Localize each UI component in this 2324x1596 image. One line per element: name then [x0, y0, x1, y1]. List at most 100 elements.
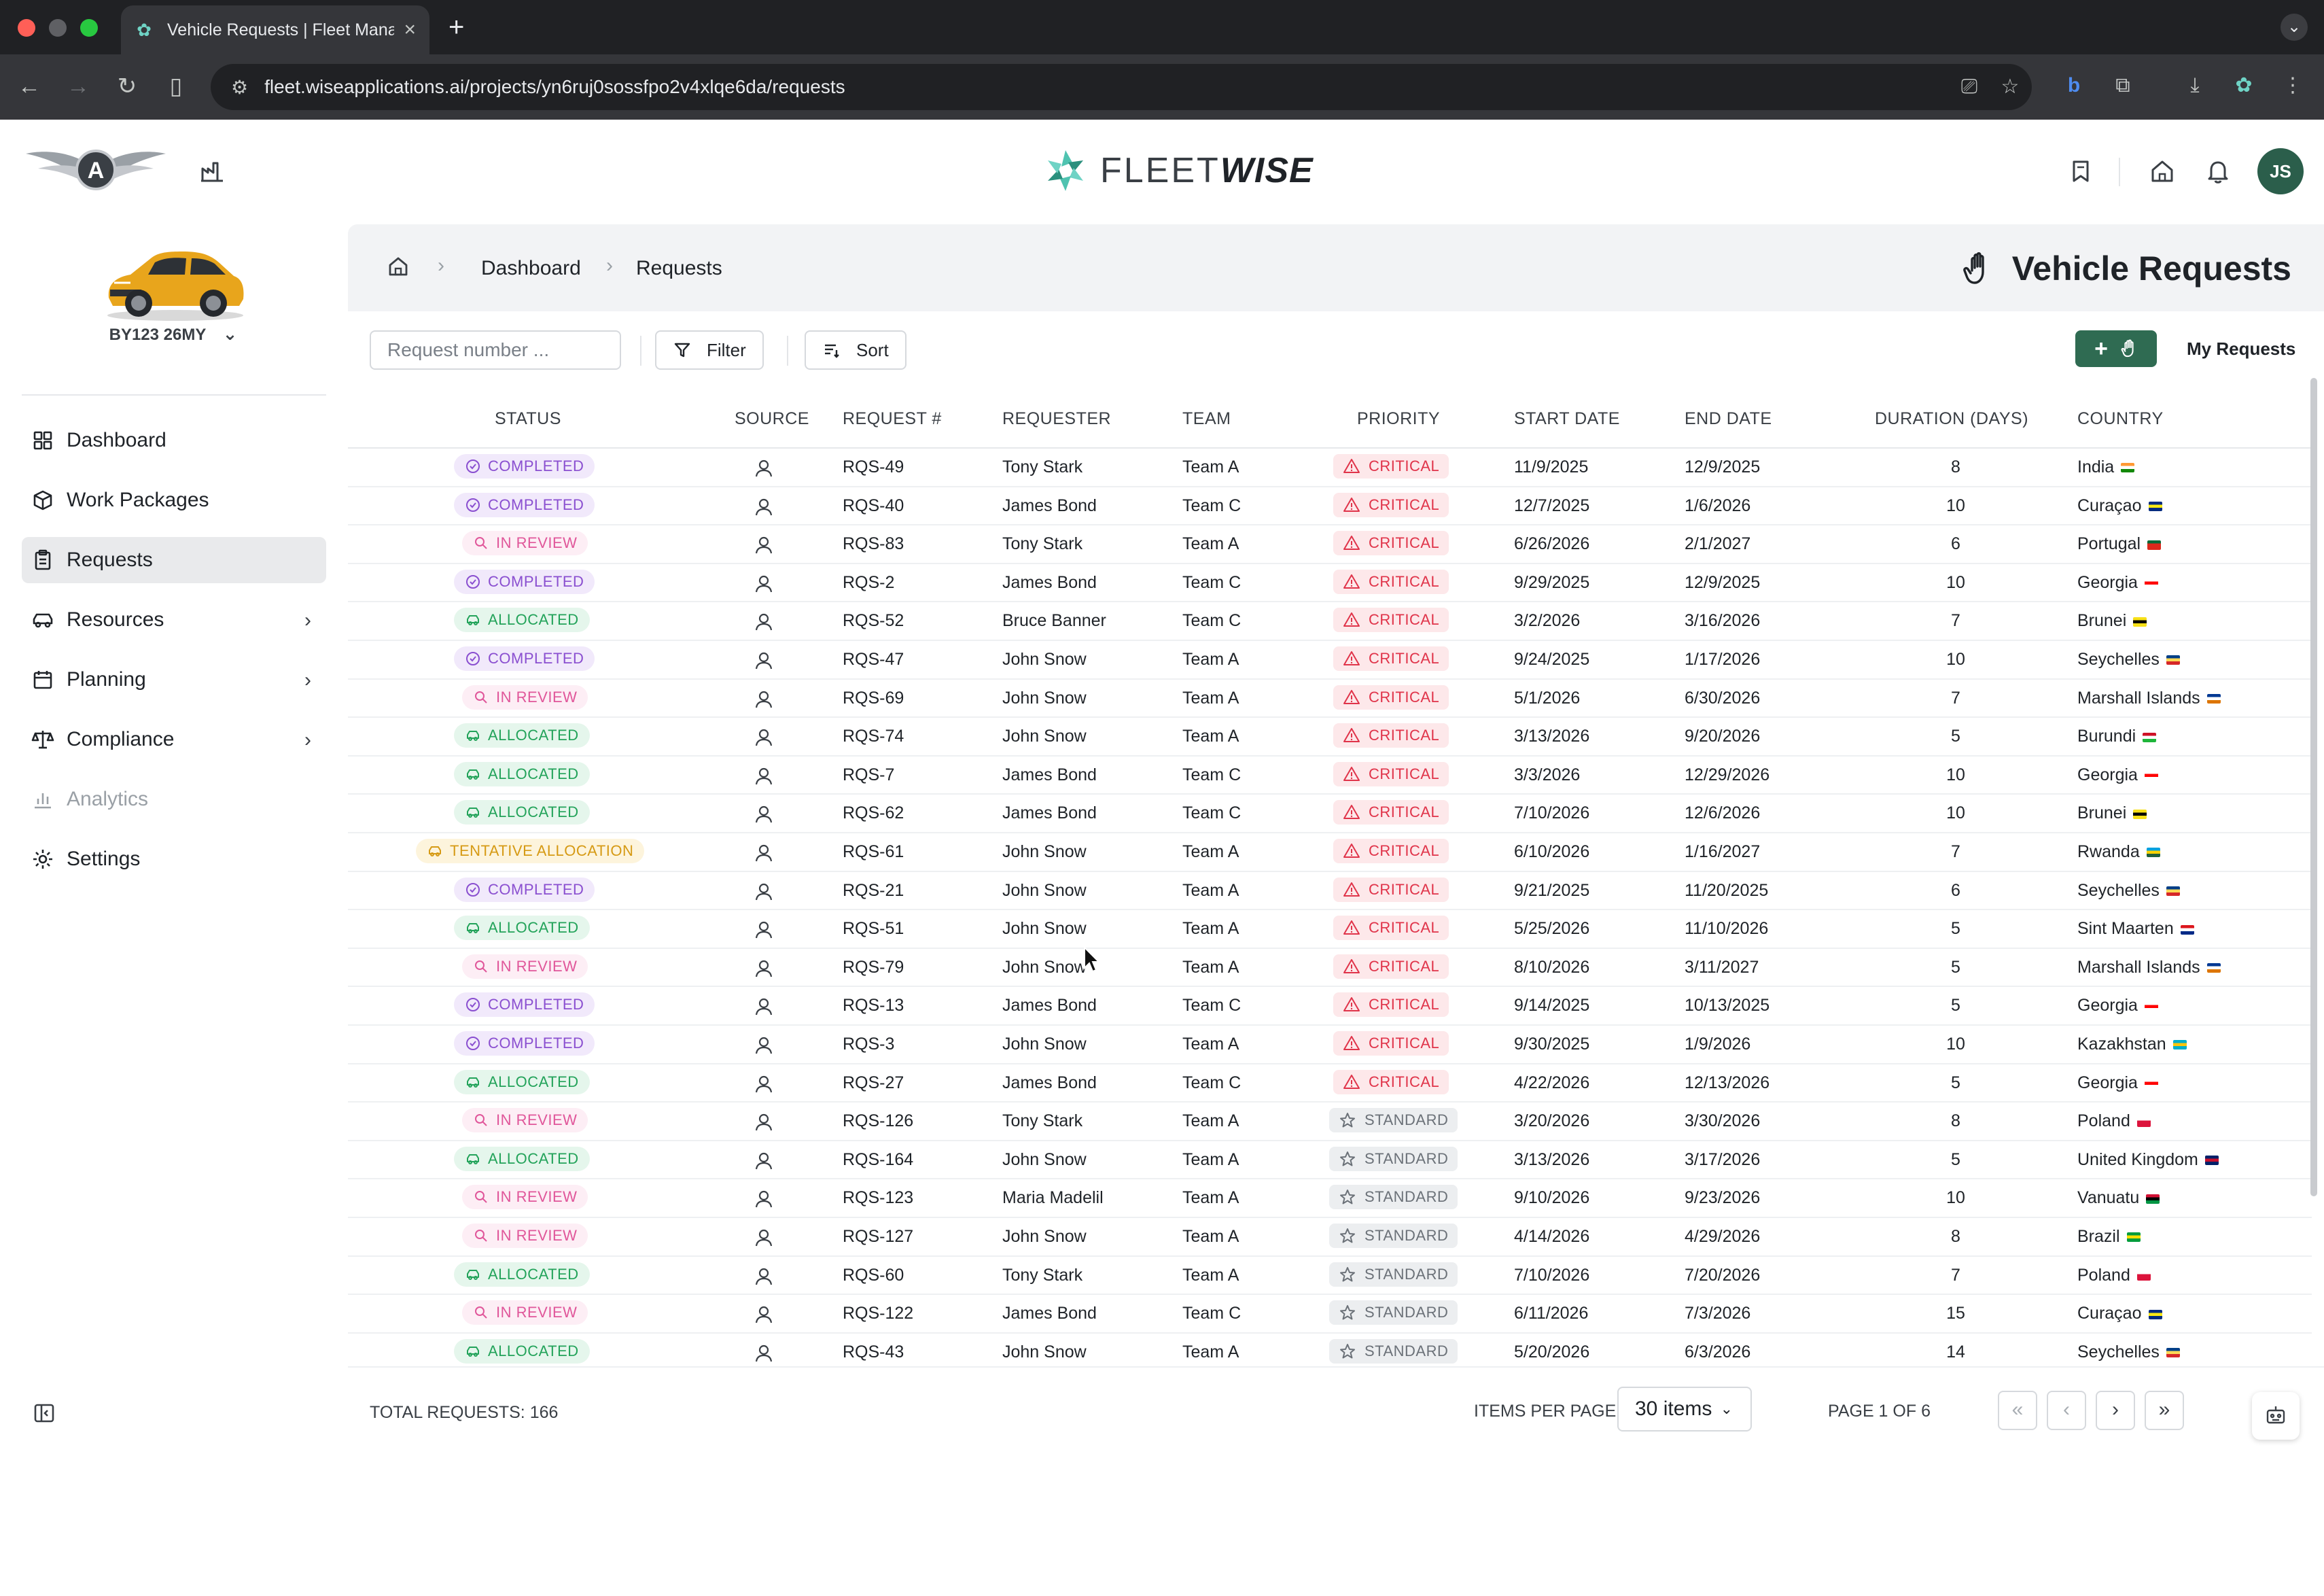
- request-number[interactable]: RQS-126: [843, 1111, 914, 1131]
- browser-tab-active[interactable]: ✿ Vehicle Requests | Fleet Management ×: [121, 5, 429, 54]
- request-number[interactable]: RQS-49: [843, 457, 904, 476]
- vehicle-selector[interactable]: BY123 26MY ⌄: [0, 324, 347, 345]
- fleetwise-brand[interactable]: FLEET WISE: [1043, 148, 1314, 193]
- items-per-page-select[interactable]: 30 items ⌄: [1617, 1387, 1752, 1432]
- request-number[interactable]: RQS-123: [843, 1188, 914, 1208]
- new-tab-button[interactable]: +: [448, 12, 465, 42]
- forward-arrow-icon[interactable]: →: [67, 73, 90, 99]
- table-scrollbar[interactable]: [2310, 378, 2317, 1196]
- table-row[interactable]: ALLOCATED RQS-74 John Snow Team A CRITIC…: [348, 718, 2312, 757]
- downloads-icon[interactable]: ⤓: [2190, 74, 2200, 97]
- table-row[interactable]: ALLOCATED RQS-51 John Snow Team A CRITIC…: [348, 910, 2312, 949]
- request-number[interactable]: RQS-51: [843, 919, 904, 939]
- reload-icon[interactable]: ↻: [117, 73, 137, 99]
- column-header-priority[interactable]: PRIORITY: [1357, 409, 1441, 428]
- request-number[interactable]: RQS-74: [843, 727, 904, 746]
- url-text[interactable]: fleet.wiseapplications.ai/projects/yn6ru…: [264, 76, 845, 97]
- table-row[interactable]: IN REVIEW RQS-69 John Snow Team A CRITIC…: [348, 680, 2312, 718]
- table-row[interactable]: COMPLETED RQS-49 Tony Stark Team A CRITI…: [348, 449, 2312, 487]
- window-close-button[interactable]: [18, 19, 35, 37]
- column-header-status[interactable]: STATUS: [495, 409, 561, 428]
- sidebar-item-resources[interactable]: Resources ›: [22, 597, 326, 643]
- table-row[interactable]: IN REVIEW RQS-122 James Bond Team C STAN…: [348, 1295, 2312, 1334]
- sort-button[interactable]: Sort: [805, 330, 906, 370]
- user-avatar[interactable]: JS: [2257, 148, 2304, 194]
- extensions-puzzle-icon[interactable]: ⧉: [2115, 74, 2130, 97]
- request-number[interactable]: RQS-83: [843, 534, 904, 554]
- sidebar-item-planning[interactable]: Planning ›: [22, 657, 326, 703]
- breadcrumb-home-icon[interactable]: [386, 254, 410, 279]
- first-page-button[interactable]: «: [1998, 1391, 2037, 1430]
- factory-chart-icon[interactable]: [198, 158, 226, 185]
- request-search-input[interactable]: [370, 330, 621, 370]
- browser-menu-icon[interactable]: ⋮: [2283, 74, 2303, 97]
- request-number[interactable]: RQS-62: [843, 803, 904, 823]
- column-header-end-date[interactable]: END DATE: [1685, 409, 1772, 428]
- table-row[interactable]: IN REVIEW RQS-127 John Snow Team A STAND…: [348, 1218, 2312, 1257]
- request-number[interactable]: RQS-164: [843, 1149, 914, 1169]
- collapse-sidebar-icon[interactable]: [33, 1402, 56, 1425]
- tab-search-chevron-icon[interactable]: ⌄: [2281, 14, 2308, 41]
- table-row[interactable]: ALLOCATED RQS-52 Bruce Banner Team C CRI…: [348, 602, 2312, 641]
- request-number[interactable]: RQS-60: [843, 1265, 904, 1285]
- bookmark-list-icon[interactable]: [2066, 156, 2096, 186]
- column-header-request[interactable]: REQUEST #: [843, 409, 942, 428]
- request-number[interactable]: RQS-47: [843, 650, 904, 669]
- table-row[interactable]: IN REVIEW RQS-83 Tony Stark Team A CRITI…: [348, 525, 2312, 564]
- filter-button[interactable]: Filter: [655, 330, 764, 370]
- table-row[interactable]: ALLOCATED RQS-60 Tony Stark Team A STAND…: [348, 1257, 2312, 1296]
- bookmark-star-icon[interactable]: ☆: [2001, 75, 2020, 98]
- table-row[interactable]: IN REVIEW RQS-126 Tony Stark Team A STAN…: [348, 1103, 2312, 1141]
- request-number[interactable]: RQS-27: [843, 1073, 904, 1092]
- table-row[interactable]: COMPLETED RQS-47 John Snow Team A CRITIC…: [348, 641, 2312, 680]
- previous-page-button[interactable]: ‹: [2047, 1391, 2086, 1430]
- window-minimize-button[interactable]: [49, 19, 67, 37]
- column-header-requester[interactable]: REQUESTER: [1002, 409, 1112, 428]
- request-number[interactable]: RQS-2: [843, 572, 895, 592]
- table-row[interactable]: IN REVIEW RQS-123 Maria Madelil Team A S…: [348, 1179, 2312, 1218]
- last-page-button[interactable]: »: [2145, 1391, 2184, 1430]
- extension-b-icon[interactable]: b: [2067, 74, 2081, 97]
- tab-close-icon[interactable]: ×: [404, 18, 416, 41]
- request-number[interactable]: RQS-79: [843, 957, 904, 977]
- back-arrow-icon[interactable]: ←: [18, 73, 41, 99]
- column-header-team[interactable]: TEAM: [1182, 409, 1231, 428]
- next-page-button[interactable]: ›: [2096, 1391, 2135, 1430]
- winged-a-logo-icon[interactable]: A: [24, 144, 167, 192]
- table-row[interactable]: TENTATIVE ALLOCATION RQS-61 John Snow Te…: [348, 833, 2312, 872]
- sidebar-item-compliance[interactable]: Compliance ›: [22, 716, 326, 763]
- column-header-country[interactable]: COUNTRY: [2077, 409, 2164, 428]
- bell-icon[interactable]: [2203, 156, 2233, 186]
- column-header-source[interactable]: SOURCE: [735, 409, 809, 428]
- sidebar-item-settings[interactable]: Settings: [22, 836, 326, 882]
- request-number[interactable]: RQS-61: [843, 842, 904, 861]
- sidebar-item-work-packages[interactable]: Work Packages: [22, 477, 326, 523]
- window-zoom-button[interactable]: [80, 19, 98, 37]
- table-row[interactable]: COMPLETED RQS-2 James Bond Team C CRITIC…: [348, 564, 2312, 603]
- table-row[interactable]: COMPLETED RQS-3 John Snow Team A CRITICA…: [348, 1026, 2312, 1064]
- table-row[interactable]: COMPLETED RQS-21 John Snow Team A CRITIC…: [348, 872, 2312, 911]
- install-app-icon[interactable]: ⎚: [1961, 75, 1977, 98]
- table-row[interactable]: ALLOCATED RQS-27 James Bond Team C CRITI…: [348, 1064, 2312, 1103]
- request-number[interactable]: RQS-40: [843, 496, 904, 515]
- site-info-icon[interactable]: ⚙: [231, 76, 249, 98]
- split-view-icon[interactable]: ▯: [169, 73, 183, 99]
- request-number[interactable]: RQS-7: [843, 765, 895, 784]
- sidebar-item-dashboard[interactable]: Dashboard: [22, 417, 326, 464]
- request-number[interactable]: RQS-43: [843, 1342, 904, 1361]
- sidebar-item-requests[interactable]: Requests: [22, 537, 326, 583]
- table-row[interactable]: ALLOCATED RQS-62 James Bond Team C CRITI…: [348, 795, 2312, 833]
- column-header-duration[interactable]: DURATION (DAYS): [1875, 409, 2029, 428]
- request-number[interactable]: RQS-69: [843, 688, 904, 708]
- table-row[interactable]: COMPLETED RQS-13 James Bond Team C CRITI…: [348, 987, 2312, 1026]
- request-number[interactable]: RQS-3: [843, 1035, 895, 1054]
- request-number[interactable]: RQS-13: [843, 996, 904, 1016]
- home-icon[interactable]: [2147, 156, 2177, 186]
- assistant-bot-button[interactable]: [2252, 1392, 2300, 1440]
- request-number[interactable]: RQS-52: [843, 611, 904, 631]
- my-requests-link[interactable]: My Requests: [2187, 339, 2296, 359]
- column-header-start-date[interactable]: START DATE: [1514, 409, 1620, 428]
- add-request-button[interactable]: +: [2075, 330, 2157, 367]
- table-row[interactable]: COMPLETED RQS-40 James Bond Team C CRITI…: [348, 487, 2312, 526]
- table-row[interactable]: ALLOCATED RQS-164 John Snow Team A STAND…: [348, 1141, 2312, 1180]
